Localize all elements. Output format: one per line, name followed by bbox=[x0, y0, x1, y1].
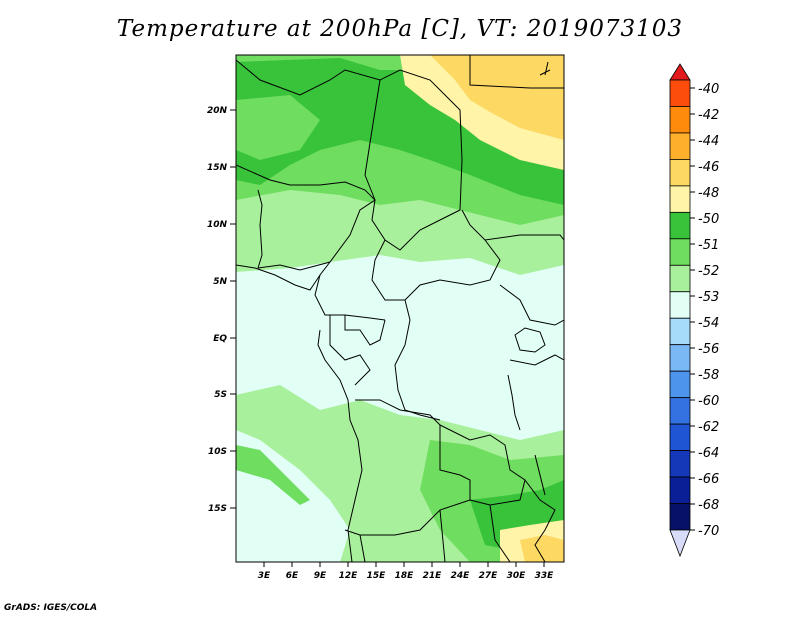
colorbar-label: -44 bbox=[698, 134, 719, 149]
lat-axis: 20N 15N 10N 5N EQ 5S 10S 15S bbox=[207, 106, 236, 514]
map-frame bbox=[235, 54, 565, 563]
lon-label-27e: 27E bbox=[479, 571, 499, 581]
field-green-band bbox=[236, 58, 564, 205]
lat-label-5s: 5S bbox=[214, 390, 227, 400]
lat-label-15n: 15N bbox=[207, 163, 228, 173]
colorbar-swatch bbox=[669, 132, 691, 160]
colorbar-swatch bbox=[669, 317, 691, 346]
field-yellow-ne bbox=[430, 55, 564, 140]
field-light-green-north bbox=[236, 190, 564, 275]
colorbar-bottom-arrow bbox=[669, 529, 691, 558]
colorbar-swatch bbox=[669, 185, 691, 213]
colorbar-swatch bbox=[669, 476, 691, 504]
lon-label-18e: 18E bbox=[395, 571, 415, 581]
temperature-field bbox=[236, 55, 564, 562]
colorbar-label: -66 bbox=[698, 472, 719, 487]
country-borders bbox=[236, 55, 564, 562]
lat-label-10s: 10S bbox=[208, 447, 227, 457]
colorbar-label: -48 bbox=[698, 186, 719, 201]
lake-tanganyika bbox=[507, 374, 521, 431]
lat-label-20n: 20N bbox=[207, 106, 228, 116]
lat-label-15s: 15S bbox=[208, 504, 227, 514]
colorbar-swatch bbox=[669, 106, 691, 134]
border-mozambique bbox=[524, 479, 556, 562]
colorbar-label: -68 bbox=[698, 498, 719, 513]
lake-victoria bbox=[514, 327, 546, 353]
colorbar-label: -64 bbox=[698, 446, 719, 461]
lake-malawi bbox=[534, 454, 546, 496]
field-green-sw-streak bbox=[236, 445, 310, 505]
colorbar-swatches bbox=[669, 79, 691, 531]
colorbar-swatch bbox=[669, 159, 691, 187]
colorbar-label: -40 bbox=[698, 82, 719, 97]
colorbar-label: -50 bbox=[698, 212, 719, 227]
border-congo bbox=[344, 315, 386, 346]
colorbar-label: -42 bbox=[698, 108, 719, 123]
colorbar-swatch bbox=[669, 291, 691, 319]
colorbar-label: -46 bbox=[698, 160, 719, 175]
border-nigeria bbox=[236, 164, 376, 271]
border-sudan-southsudan bbox=[461, 209, 564, 241]
colorbar-swatch bbox=[669, 238, 691, 266]
colorbar-swatch bbox=[669, 450, 691, 478]
border-angola bbox=[344, 399, 471, 536]
border-tanzania bbox=[509, 354, 564, 366]
colorbar-label: -70 bbox=[698, 524, 719, 539]
border-car bbox=[371, 239, 501, 301]
colorbar-swatch bbox=[669, 370, 691, 399]
field-yellow-se bbox=[520, 535, 564, 562]
lon-label-3e: 3E bbox=[258, 571, 271, 581]
colorbar-swatch bbox=[669, 397, 691, 425]
lat-label-eq: EQ bbox=[213, 334, 227, 344]
colorbar-swatch bbox=[669, 264, 691, 293]
colorbar-label: -58 bbox=[698, 368, 719, 383]
colorbar-swatch bbox=[669, 344, 691, 372]
colorbar-swatch bbox=[669, 79, 691, 107]
coast-west-central bbox=[317, 329, 363, 562]
border-benin bbox=[257, 189, 263, 269]
lon-label-9e: 9E bbox=[314, 571, 327, 581]
colorbar-swatch bbox=[669, 211, 691, 240]
colorbar-labels: -40 -42 -44 -46 -48 -50 -51 -52 -53 -54 -56 -58 -60 -… bbox=[690, 82, 719, 539]
colorbar-label: -51 bbox=[698, 238, 719, 253]
lon-label-24e: 24E bbox=[451, 571, 471, 581]
lon-label-6e: 6E bbox=[286, 571, 299, 581]
colorbar-top-arrow bbox=[669, 63, 691, 81]
map-title: Temperature at 200hPa [C], VT: 201907310… bbox=[116, 16, 684, 42]
border-namibia-botswana bbox=[359, 504, 511, 562]
lat-label-5n: 5N bbox=[213, 277, 227, 287]
colorbar-label: -53 bbox=[698, 290, 719, 305]
border-uganda-kenya bbox=[499, 284, 564, 326]
colorbar-label: -54 bbox=[698, 316, 719, 331]
border-gabon bbox=[329, 315, 371, 386]
lon-label-30e: 30E bbox=[507, 571, 527, 581]
border-niger-algeria bbox=[236, 59, 463, 161]
field-mid-green-patch bbox=[236, 95, 320, 160]
lon-label-15e: 15E bbox=[367, 571, 387, 581]
lat-label-10n: 10N bbox=[207, 220, 228, 230]
footer-credit: GrADS: IGES/COLA bbox=[4, 603, 98, 613]
coast-gulf-guinea bbox=[236, 264, 321, 291]
colorbar-label: -52 bbox=[698, 264, 719, 279]
border-libya-egypt-sudan bbox=[469, 55, 564, 89]
colorbar-swatch bbox=[669, 423, 691, 451]
border-zambia bbox=[439, 424, 526, 506]
lon-label-33e: 33E bbox=[535, 571, 555, 581]
colorbar-label: -62 bbox=[698, 420, 719, 435]
lon-label-21e: 21E bbox=[423, 571, 443, 581]
coast-red-sea bbox=[539, 61, 551, 76]
colorbar-swatch bbox=[669, 503, 691, 531]
lon-label-12e: 12E bbox=[339, 571, 359, 581]
border-drc-north bbox=[394, 299, 441, 421]
colorbar-label: -56 bbox=[698, 342, 719, 357]
colorbar: -40 -42 -44 -46 -48 -50 -51 -52 -53 -54 -56 -58 -60 -… bbox=[669, 63, 719, 558]
lon-axis: 3E 6E 9E 12E 15E 18E 21E 24E 27E 30E 33E bbox=[258, 562, 554, 581]
colorbar-label: -60 bbox=[698, 394, 719, 409]
